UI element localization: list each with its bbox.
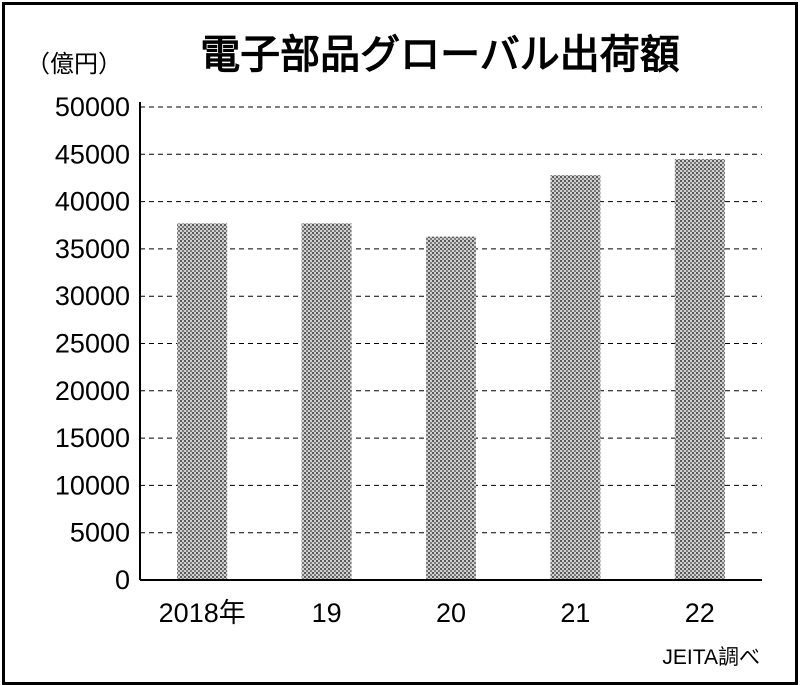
y-axis-unit-label: （億円）	[26, 50, 122, 78]
y-tick-label: 5000	[70, 518, 130, 548]
bar	[674, 159, 725, 580]
y-tick-label: 15000	[55, 423, 130, 453]
y-tick-label: 40000	[55, 187, 130, 217]
bar	[177, 223, 228, 580]
x-tick-label: 19	[312, 598, 342, 628]
y-tick-label: 50000	[55, 92, 130, 122]
chart-title: 電子部品グローバル出荷額	[200, 32, 680, 78]
y-tick-label: 10000	[55, 470, 130, 500]
x-tick-labels: 2018年 19 20 21 22	[159, 598, 715, 628]
y-tick-labels: 0 5000 10000 15000 20000 25000 30000 35000 40000…	[55, 92, 130, 595]
axes	[139, 102, 762, 581]
y-tick-label: 0	[115, 565, 130, 595]
bars	[177, 159, 725, 581]
y-tick-label: 20000	[55, 376, 130, 406]
y-tick-label: 25000	[55, 329, 130, 359]
y-tick-label: 30000	[55, 281, 130, 311]
x-tick-label: 20	[436, 598, 466, 628]
bar	[550, 175, 601, 580]
bar	[301, 223, 352, 580]
x-tick-label: 21	[560, 598, 590, 628]
bar	[426, 236, 476, 581]
y-tick-label: 35000	[55, 234, 130, 264]
x-tick-label: 2018年	[159, 598, 246, 628]
x-tick-label: 22	[685, 598, 715, 628]
source-note: JEITA調べ	[662, 646, 760, 669]
y-tick-label: 45000	[55, 139, 130, 169]
